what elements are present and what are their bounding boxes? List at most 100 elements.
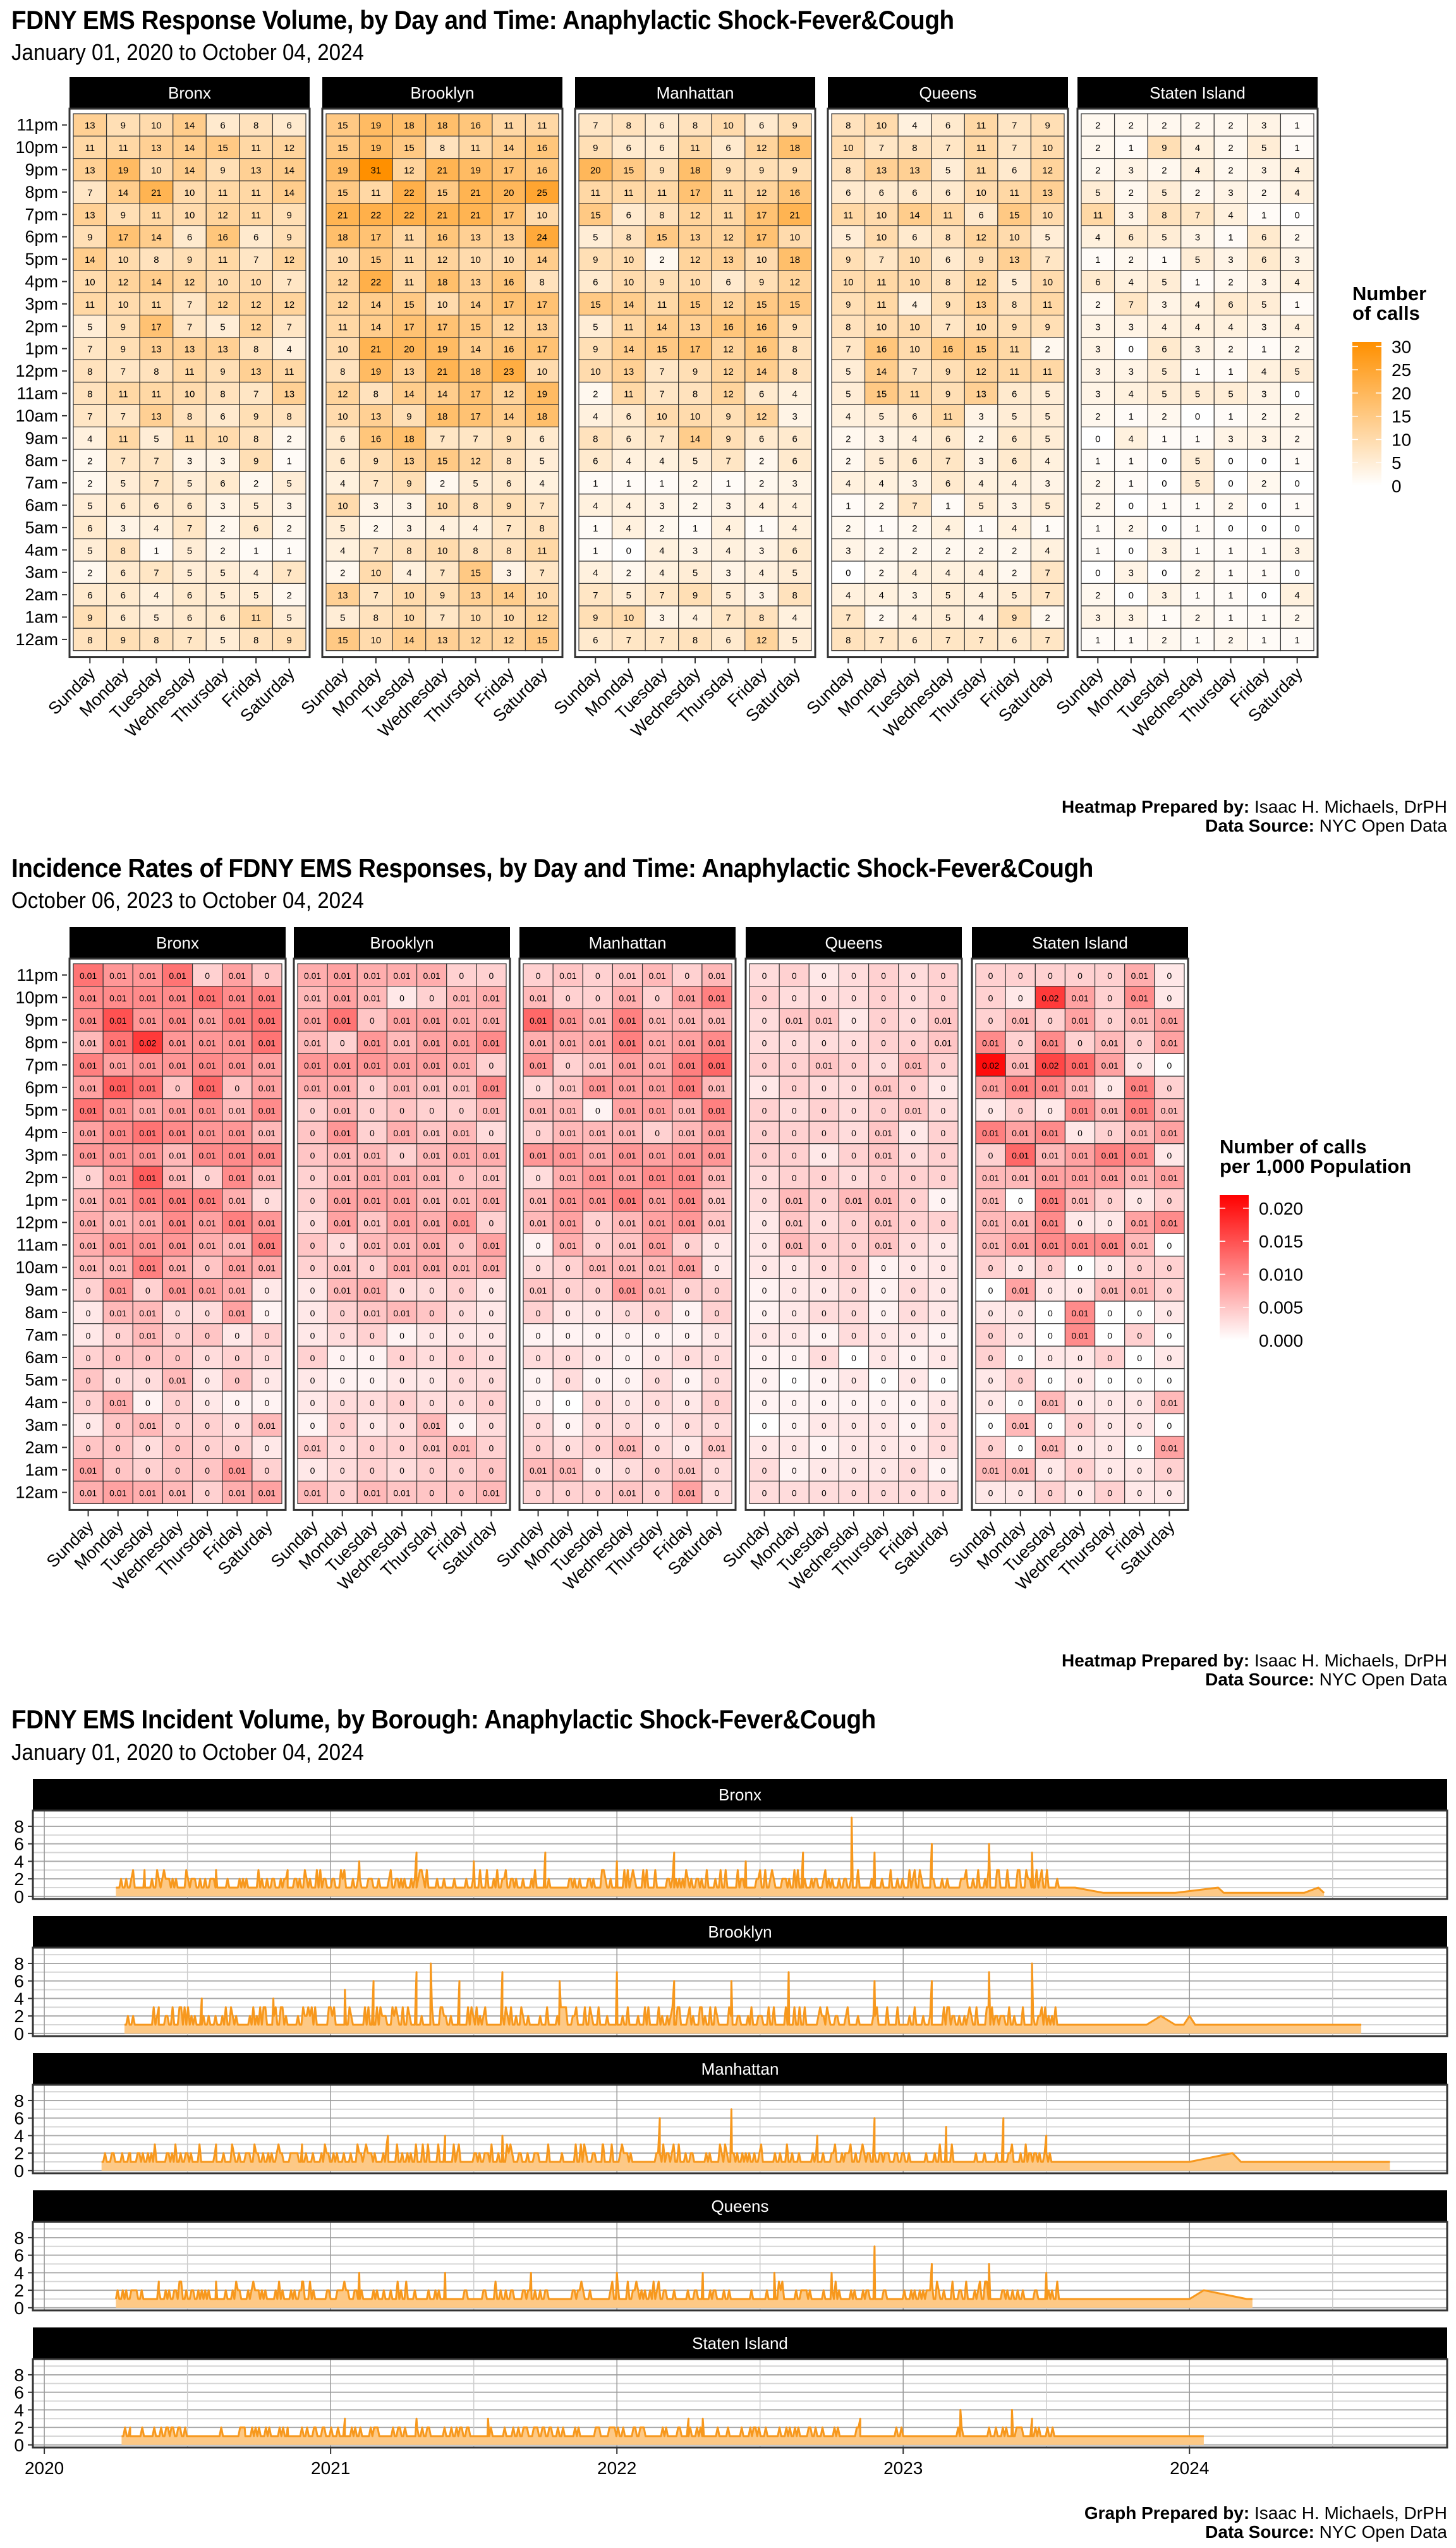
heatmap-cell [552,1301,583,1325]
heatmap-cell [1247,315,1282,338]
heatmap-cell-label: 6 [593,277,598,288]
heatmap-cell-label: 7 [253,255,258,265]
heatmap-cell [701,1458,732,1482]
heatmap-cell-label: 0.01 [229,1038,246,1048]
heatmap-cell-label: 0 [116,1330,121,1340]
heatmap-cell [582,963,614,987]
heatmap-cell-label: 5 [253,501,258,512]
heatmap-cell-label: 0.01 [483,1083,500,1093]
heatmap-cell [476,1165,507,1189]
heatmap-cell [425,426,459,450]
heatmap-cell [239,426,274,450]
heatmap-cell-label: 0 [792,1308,797,1318]
heatmap-cell [578,538,613,562]
heatmap-cell-label: 2 [978,434,983,444]
heatmap-cell-label: 0.01 [982,1173,999,1183]
heatmap-cell [106,203,140,226]
heatmap-cell [1081,583,1115,607]
heatmap-cell-label: 0.01 [199,993,216,1003]
heatmap-cell [1147,538,1182,562]
heatmap-cell [222,1031,253,1055]
series-line [101,2108,1390,2163]
series-area [116,2246,1253,2308]
heatmap-cell [898,1278,929,1302]
heatmap-cell-label: 0.01 [649,1016,666,1026]
heatmap-cell [1147,337,1182,361]
heatmap-cell-label: 0 [1018,1330,1023,1340]
heatmap-cell [297,985,328,1009]
heatmap-cell [777,628,812,652]
heatmap-cell [831,605,866,629]
heatmap-cell-label: 4 [659,456,664,467]
heatmap-cell-label: 1 [1195,635,1200,646]
heatmap-cell-label: 0.01 [229,1060,246,1071]
heatmap-cell-label: 5 [540,456,545,467]
heatmap-cell [73,1435,104,1459]
heatmap-cell-label: 0 [1167,1241,1172,1251]
heatmap-cell [1147,135,1182,159]
heatmap-cell-label: 0 [762,1128,767,1138]
heatmap-cell [1081,382,1115,405]
heatmap-cell-label: 2 [1195,568,1200,579]
heatmap-cell [139,382,174,405]
heatmap-cell-label: 9 [406,478,411,489]
heatmap-cell-label: 0 [116,1421,121,1431]
heatmap-cell-label: 11 [1009,367,1019,377]
heatmap-cell [525,426,559,450]
heatmap-cell [1154,1188,1185,1212]
heatmap-cell-label: 5 [340,613,345,624]
y-tick-label: 4 [14,2263,24,2283]
heatmap-cell-label: 3 [220,501,225,512]
heatmap-cell-label: 0 [1077,971,1083,981]
heatmap-cell [102,1143,133,1167]
heatmap-cell-label: 6 [154,501,159,512]
heatmap-cell-label: 12 [118,277,129,288]
heatmap-cell-label: 0 [595,993,600,1003]
heatmap-cell-label: 0.01 [619,1173,636,1183]
heatmap-cell [777,538,812,562]
heatmap-cell [523,1008,554,1032]
heatmap-cell-label: 5 [945,590,950,601]
heatmap-cell-label: 0.01 [530,993,547,1003]
heatmap-cell-label: 4 [693,613,698,624]
heatmap-cell-label: 0 [822,1105,827,1115]
legend-tick-label: 25 [1392,360,1411,380]
heatmap-cell-label: 0.01 [1012,1151,1029,1161]
heatmap-cell-label: 0.01 [1161,1128,1178,1138]
heatmap-cell-label: 0.01 [1012,1173,1029,1183]
heatmap-cell-label: 0 [792,1285,797,1295]
heatmap-cell [162,1188,193,1212]
heatmap-cell-label: 0.01 [1161,1105,1178,1115]
heatmap-cell-label: 11 [152,210,162,221]
heatmap-cell-label: 2 [1295,434,1300,444]
heatmap-cell [392,382,427,405]
heatmap-cell-label: 9 [1012,613,1017,624]
heatmap-cell-label: 12 [284,143,294,154]
heatmap-cell-label: 0 [881,1038,886,1048]
heatmap-cell-label: 6 [121,568,126,579]
heatmap-cell-label: 0 [234,1398,240,1408]
heatmap-cell-label: 1 [1261,568,1266,579]
heatmap-cell-label: 0 [86,1285,91,1295]
heatmap-cell-label: 0.01 [453,1151,470,1161]
heatmap-cell [641,963,673,987]
heatmap-cell [392,247,427,271]
heatmap-cell-label: 0 [489,1398,494,1408]
heatmap-cell-label: 13 [877,166,887,176]
heatmap-cell-label: 0 [399,1353,404,1363]
heatmap-cell [578,516,613,540]
heatmap-cell [964,404,998,428]
heatmap-cell-label: 0.01 [1041,1398,1059,1408]
heatmap-cell-label: 13 [85,166,95,176]
heatmap-cell [325,628,360,652]
heatmap-cell [864,561,899,585]
heatmap-cell-label: 7 [154,456,159,467]
heatmap-cell-label: 0 [265,1285,270,1295]
heatmap-cell-label: 0 [911,993,916,1003]
heatmap-cell-label: 0 [988,1016,993,1026]
heatmap-cell-label: 5 [1195,478,1200,489]
heatmap-cell-label: 12 [337,389,348,400]
heatmap-cell-label: 0 [988,1376,993,1386]
heatmap-cell [392,426,427,450]
heatmap-cell-label: 12 [251,322,262,332]
